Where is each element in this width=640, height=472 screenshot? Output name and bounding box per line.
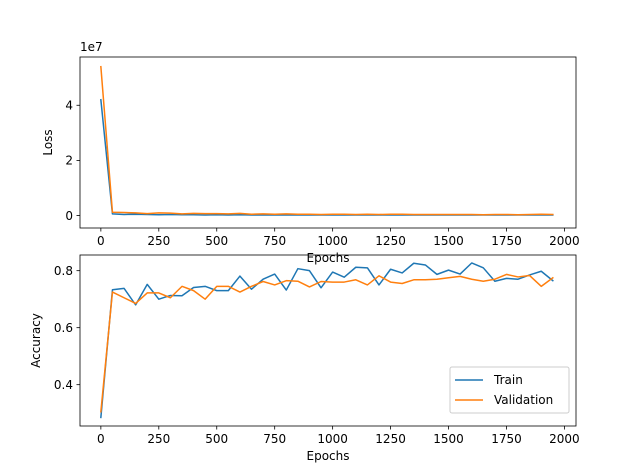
accuracy-y-ticks: 0.4 0.6 0.8 xyxy=(54,264,80,392)
loss-y-tick-label: 4 xyxy=(65,99,73,113)
legend: Train Validation xyxy=(449,366,570,414)
accuracy-x-tick-label: 0 xyxy=(97,432,105,446)
loss-y-tick-label: 0 xyxy=(65,209,73,223)
loss-x-tick-label: 1750 xyxy=(491,234,522,248)
accuracy-x-axis-label: Epochs xyxy=(307,449,350,463)
loss-x-tick-label: 2000 xyxy=(549,234,580,248)
accuracy-x-tick-label: 500 xyxy=(205,432,228,446)
accuracy-x-tick-label: 1250 xyxy=(375,432,406,446)
accuracy-axes: 0 250 500 750 1000 1250 1500 1750 2000 0.4 0.6 0.8… xyxy=(29,254,580,463)
accuracy-x-tick-label: 1500 xyxy=(433,432,464,446)
loss-y-ticks: 0 2 4 xyxy=(65,99,80,223)
loss-offset-label: 1e7 xyxy=(80,40,103,54)
accuracy-x-tick-label: 1750 xyxy=(491,432,522,446)
accuracy-x-tick-label: 750 xyxy=(263,432,286,446)
loss-plot-lines xyxy=(100,65,554,216)
loss-x-axis-label: Epochs xyxy=(307,251,350,265)
loss-x-tick-label: 0 xyxy=(97,234,105,248)
loss-y-axis-label: Loss xyxy=(41,129,55,155)
loss-x-tick-label: 1250 xyxy=(375,234,406,248)
accuracy-series-line-validation xyxy=(100,273,554,413)
loss-x-tick-label: 1500 xyxy=(433,234,464,248)
legend-frame xyxy=(449,366,570,414)
accuracy-axes-frame xyxy=(79,254,577,427)
accuracy-x-tick-label: 2000 xyxy=(549,432,580,446)
accuracy-x-tick-label: 1000 xyxy=(317,432,348,446)
loss-y-tick-label: 2 xyxy=(65,154,73,168)
loss-x-ticks: 0 250 500 750 1000 1250 1500 1750 2000 xyxy=(97,228,580,248)
legend-label-validation: Validation xyxy=(494,393,553,407)
loss-series-line-orange xyxy=(100,65,554,216)
loss-x-tick-label: 1000 xyxy=(317,234,348,248)
accuracy-y-tick-label: 0.8 xyxy=(54,264,73,278)
legend-label-train: Train xyxy=(493,373,523,387)
accuracy-plot-lines xyxy=(100,262,554,419)
accuracy-x-tick-label: 250 xyxy=(147,432,170,446)
accuracy-y-tick-label: 0.6 xyxy=(54,321,73,335)
accuracy-y-axis-label: Accuracy xyxy=(29,313,43,368)
loss-x-tick-label: 750 xyxy=(263,234,286,248)
loss-x-tick-label: 500 xyxy=(205,234,228,248)
loss-axes-frame xyxy=(79,56,577,229)
accuracy-series-line-train xyxy=(100,262,554,419)
accuracy-x-ticks: 0 250 500 750 1000 1250 1500 1750 2000 xyxy=(97,426,580,446)
loss-x-tick-label: 250 xyxy=(147,234,170,248)
loss-axes: 0 250 500 750 1000 1250 1500 1750 2000 0 2 4 1e7 E… xyxy=(41,40,580,265)
accuracy-y-tick-label: 0.4 xyxy=(54,378,73,392)
